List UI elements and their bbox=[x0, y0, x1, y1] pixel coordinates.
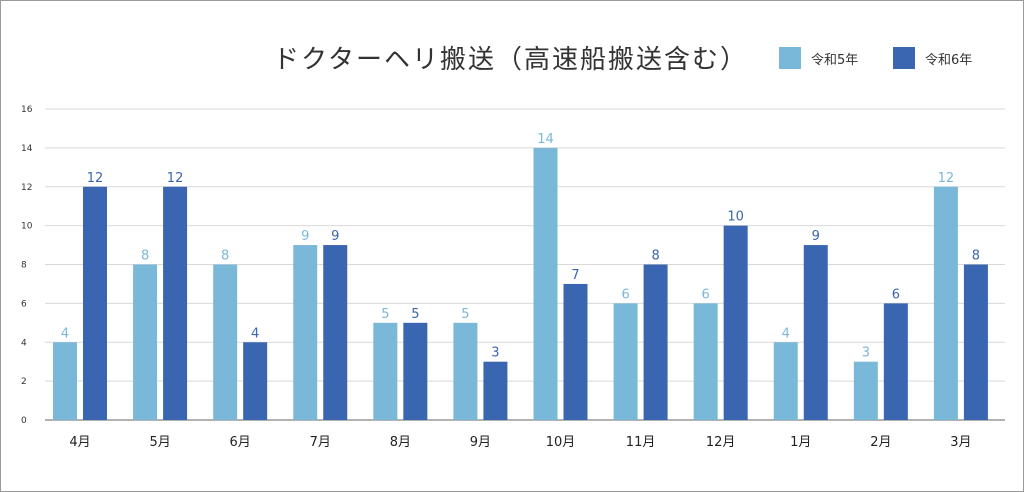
data-label: 7 bbox=[571, 268, 579, 283]
bar-series-1 bbox=[53, 342, 77, 420]
data-label: 6 bbox=[621, 287, 629, 302]
bar-series-2 bbox=[483, 361, 508, 420]
data-label: 4 bbox=[782, 326, 790, 341]
chart-title: ドクターヘリ搬送（高速船搬送含む） bbox=[273, 45, 748, 75]
data-label: 8 bbox=[972, 249, 980, 264]
x-tick-label: 9月 bbox=[470, 435, 491, 450]
y-tick-label: 2 bbox=[21, 377, 27, 387]
bar-series-1 bbox=[933, 186, 958, 420]
legend-label-series-1: 令和5年 bbox=[811, 52, 859, 68]
data-label: 9 bbox=[812, 229, 820, 244]
legend-item-series-1: 令和5年 bbox=[779, 47, 858, 69]
x-tick-label: 6月 bbox=[230, 435, 251, 450]
data-label: 4 bbox=[61, 326, 69, 341]
bar-series-1 bbox=[853, 361, 878, 420]
bar-series-2 bbox=[163, 186, 188, 420]
y-tick-label: 8 bbox=[21, 261, 27, 271]
data-label: 12 bbox=[87, 171, 104, 186]
bar-series-1 bbox=[213, 264, 238, 420]
data-label: 12 bbox=[167, 171, 184, 186]
bar-series-2 bbox=[243, 342, 268, 420]
data-label: 5 bbox=[381, 307, 389, 322]
data-label: 8 bbox=[221, 249, 229, 264]
bar-series-1 bbox=[613, 303, 638, 420]
bar-series-2 bbox=[723, 225, 748, 420]
y-tick-label: 16 bbox=[21, 105, 33, 115]
bar-series-2 bbox=[83, 186, 107, 420]
legend-item-series-2: 令和6年 bbox=[893, 47, 972, 69]
y-tick-label: 6 bbox=[21, 299, 27, 309]
bar-series-1 bbox=[773, 342, 798, 420]
legend-label-series-2: 令和6年 bbox=[925, 52, 973, 68]
x-tick-label: 7月 bbox=[310, 435, 331, 450]
data-label: 9 bbox=[331, 229, 339, 244]
x-tick-label: 1月 bbox=[790, 435, 811, 450]
bar-series-1 bbox=[373, 322, 398, 420]
legend-swatch-series-1 bbox=[779, 47, 801, 69]
y-tick-label: 14 bbox=[21, 144, 33, 154]
data-label: 10 bbox=[727, 210, 744, 225]
data-label: 5 bbox=[461, 307, 469, 322]
y-tick-label: 0 bbox=[21, 416, 27, 426]
data-label: 8 bbox=[141, 249, 149, 264]
y-tick-label: 4 bbox=[21, 338, 27, 348]
x-tick-label: 5月 bbox=[149, 435, 170, 450]
y-tick-label: 10 bbox=[21, 222, 33, 232]
x-tick-label: 4月 bbox=[69, 435, 90, 450]
data-label: 9 bbox=[301, 229, 309, 244]
x-tick-label: 2月 bbox=[870, 435, 891, 450]
bar-series-2 bbox=[643, 264, 668, 420]
y-tick-label: 12 bbox=[21, 183, 32, 193]
bar-series-2 bbox=[403, 322, 428, 420]
bar-series-2 bbox=[323, 245, 348, 420]
bar-series-2 bbox=[883, 303, 908, 420]
data-label: 6 bbox=[702, 287, 710, 302]
bar-series-1 bbox=[133, 264, 158, 420]
x-tick-label: 8月 bbox=[390, 435, 411, 450]
x-tick-label: 10月 bbox=[546, 435, 576, 450]
data-label: 12 bbox=[938, 171, 955, 186]
bar-series-1 bbox=[693, 303, 718, 420]
bar-series-2 bbox=[963, 264, 988, 420]
bar-series-1 bbox=[293, 245, 318, 420]
x-tick-label: 3月 bbox=[950, 435, 971, 450]
data-label: 3 bbox=[862, 346, 870, 361]
data-label: 5 bbox=[411, 307, 419, 322]
data-label: 8 bbox=[651, 249, 659, 264]
x-tick-label: 11月 bbox=[626, 435, 656, 450]
data-label: 4 bbox=[251, 326, 259, 341]
bar-series-2 bbox=[563, 283, 588, 420]
data-label: 6 bbox=[892, 287, 900, 302]
legend-swatch-series-2 bbox=[893, 47, 915, 69]
bar-series-2 bbox=[803, 245, 828, 420]
bar-series-1 bbox=[453, 322, 478, 420]
data-label: 3 bbox=[491, 346, 499, 361]
bar-series-1 bbox=[533, 147, 558, 420]
data-label: 14 bbox=[537, 132, 554, 147]
x-tick-label: 12月 bbox=[706, 435, 736, 450]
